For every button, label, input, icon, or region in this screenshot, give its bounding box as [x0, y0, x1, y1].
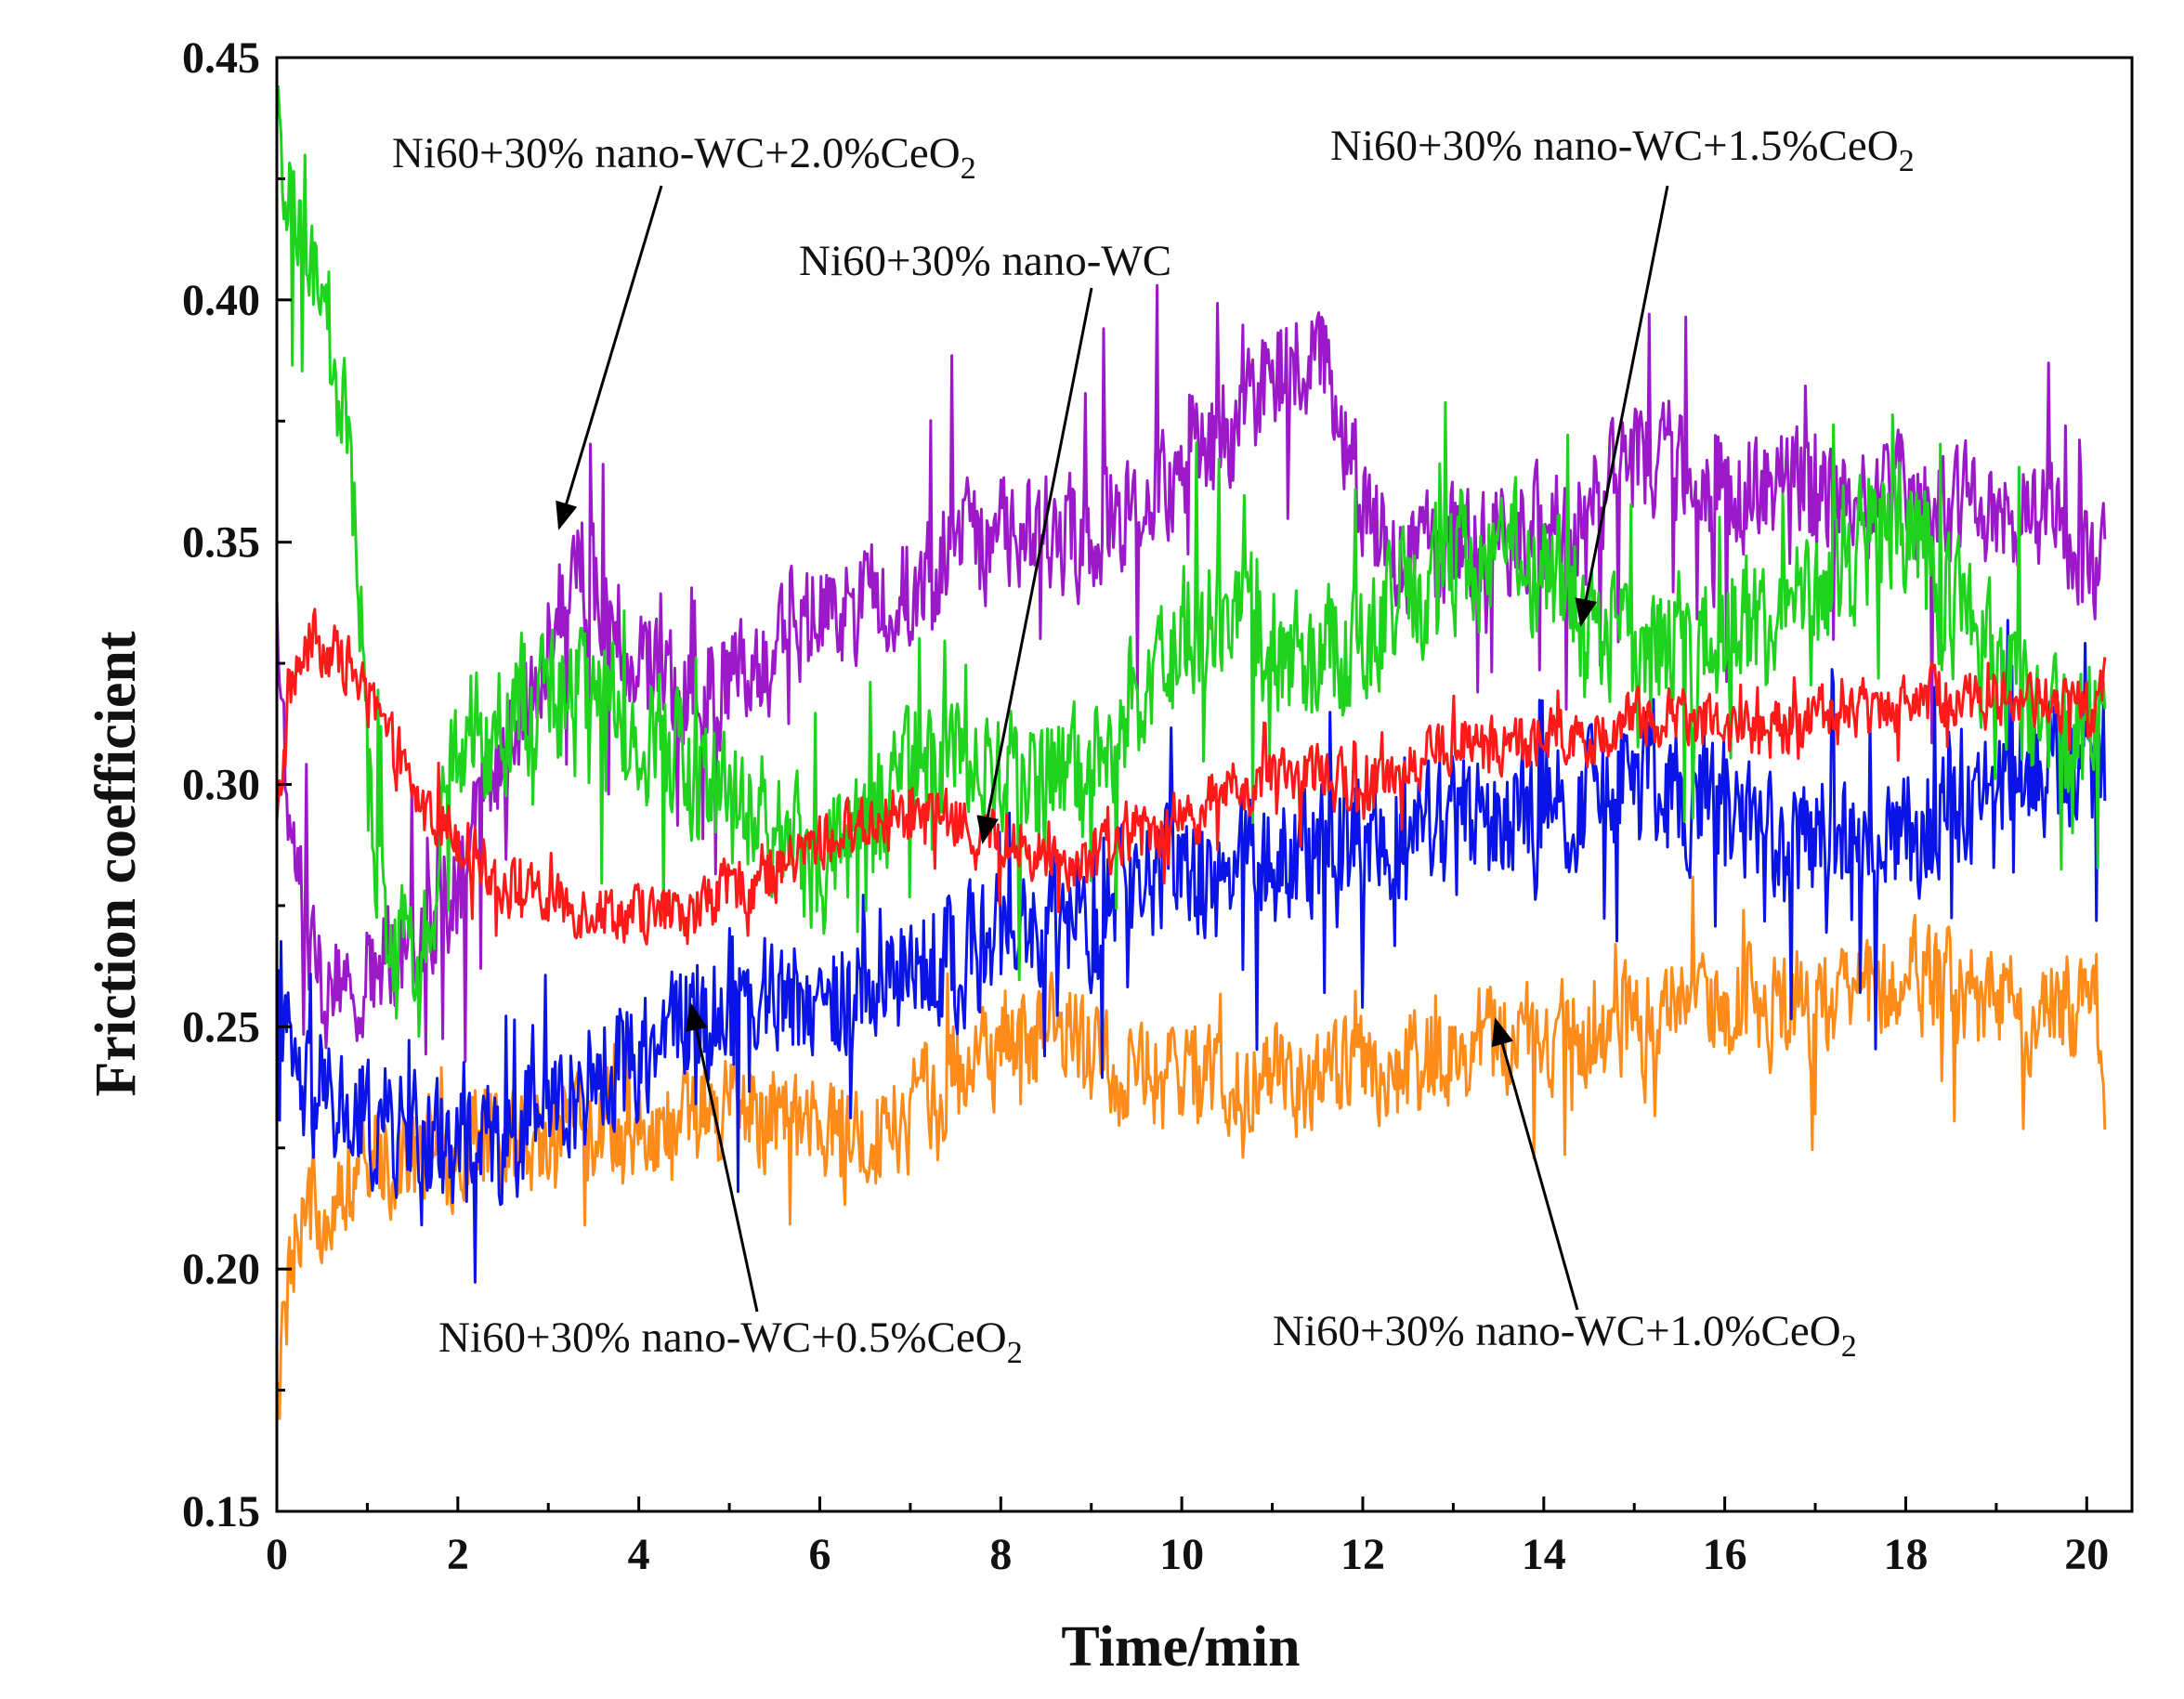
annotation-wc-0-5-ceo2: Ni60+30% nano-WC+0.5%CeO2 — [438, 1002, 1023, 1370]
y-tick-label-3: 0.30 — [182, 761, 260, 810]
y-tick-label-1: 0.20 — [182, 1245, 260, 1294]
annotation-arrow-wc — [976, 287, 1093, 844]
annotation-label-wc-0-5-ceo2-base: Ni60+30% nano-WC+0.5%CeO — [438, 1313, 1007, 1362]
annotation-label-wc: Ni60+30% nano-WC — [799, 237, 1171, 285]
annotation-label-wc-2-0-ceo2-sub: 2 — [961, 151, 976, 186]
annotation-label-wc-1-5-ceo2-sub: 2 — [1899, 144, 1915, 178]
annotation-label-wc-1-0-ceo2-base: Ni60+30% nano-WC+1.0%CeO — [1273, 1307, 1841, 1355]
x-tick-label-2: 4 — [628, 1530, 650, 1579]
annotation-arrow-wc-0-5-ceo2 — [685, 1002, 759, 1313]
x-tick-label-1: 2 — [447, 1530, 469, 1579]
plot-area — [275, 56, 2134, 1513]
annotation-label-wc-1-5-ceo2-base: Ni60+30% nano-WC+1.5%CeO — [1330, 122, 1899, 170]
annotations-layer: Ni60+30% nano-WC+2.0%CeO2 Ni60+30% nano-… — [392, 122, 1915, 1370]
y-tick-label-4: 0.35 — [182, 518, 260, 568]
series-line-ni60-30-nano-wc-1-5-ceo2 — [277, 85, 2107, 1038]
x-tick-label-3: 6 — [808, 1530, 830, 1579]
y-tick-label-0: 0.15 — [182, 1487, 260, 1536]
x-tick-label-10: 20 — [2064, 1530, 2109, 1579]
series-line-ni60-30-nano-wc-2-0-ceo2 — [277, 283, 2107, 1063]
series-line-ni60-30-nano-wc-1-0-ceo2 — [277, 875, 2107, 1420]
x-tick-label-7: 14 — [1522, 1530, 1566, 1579]
plot-frame — [275, 56, 2134, 1513]
x-tick-label-5: 10 — [1159, 1530, 1204, 1579]
annotation-wc-1-5-ceo2: Ni60+30% nano-WC+1.5%CeO2 — [1330, 122, 1915, 627]
y-axis-title: Friction coefficient — [85, 631, 148, 1096]
x-tick-label-8: 16 — [1703, 1530, 1747, 1579]
annotation-arrow-wc-1-0-ceo2 — [1491, 1017, 1579, 1311]
series-line-ni60-30-nano-wc — [277, 608, 2107, 946]
y-tick-label-2: 0.25 — [182, 1002, 260, 1052]
annotation-label-wc-2-0-ceo2-base: Ni60+30% nano-WC+2.0%CeO — [392, 129, 961, 177]
annotation-label-wc-1-0-ceo2-sub: 2 — [1841, 1329, 1857, 1364]
x-tick-label-6: 12 — [1340, 1530, 1385, 1579]
series-line-ni60-30-nano-wc-0-5-ceo2 — [277, 619, 2107, 1284]
x-tick-label-9: 18 — [1883, 1530, 1928, 1579]
annotation-wc-2-0-ceo2: Ni60+30% nano-WC+2.0%CeO2 — [392, 129, 976, 530]
y-tick-label-6: 0.45 — [182, 33, 260, 83]
x-tick-label-0: 0 — [266, 1530, 288, 1579]
annotation-arrow-wc-1-5-ceo2 — [1575, 185, 1669, 627]
ticks-layer: 0 2 4 6 8 10 12 14 16 18 20 0.15 0.20 0.25 0.30 0.35 0.4… — [182, 33, 2109, 1579]
annotation-label-wc-1-0-ceo2: Ni60+30% nano-WC+1.0%CeO2 — [1273, 1307, 1857, 1364]
annotation-label-wc-2-0-ceo2: Ni60+30% nano-WC+2.0%CeO2 — [392, 129, 976, 186]
annotation-label-wc-base: Ni60+30% nano-WC — [799, 237, 1171, 285]
x-axis-title: Time/min — [1061, 1615, 1300, 1679]
annotation-wc-1-0-ceo2: Ni60+30% nano-WC+1.0%CeO2 — [1273, 1017, 1857, 1364]
annotation-label-wc-1-5-ceo2: Ni60+30% nano-WC+1.5%CeO2 — [1330, 122, 1915, 178]
annotation-arrow-wc-2-0-ceo2 — [556, 185, 663, 530]
annotation-wc: Ni60+30% nano-WC — [799, 237, 1171, 844]
annotation-label-wc-0-5-ceo2: Ni60+30% nano-WC+0.5%CeO2 — [438, 1313, 1023, 1370]
annotation-label-wc-0-5-ceo2-sub: 2 — [1007, 1336, 1023, 1370]
series-layer — [277, 85, 2107, 1420]
y-tick-label-5: 0.40 — [182, 276, 260, 325]
x-tick-label-4: 8 — [989, 1530, 1012, 1579]
